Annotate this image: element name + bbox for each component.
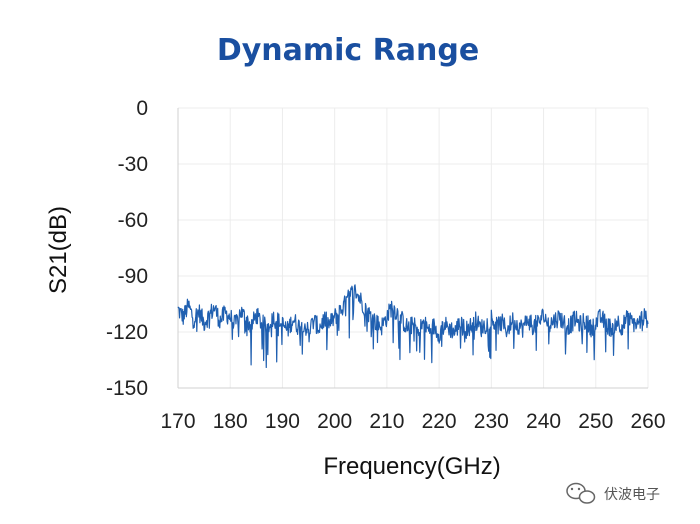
axes: [177, 108, 648, 389]
x-tick-label: 260: [630, 410, 665, 433]
tick-labels: 170 180 190 200 210 220 230 240 250 260 0 -30 -60 -90…: [106, 97, 666, 433]
x-tick-label: 210: [369, 410, 404, 433]
y-axis-label: S21(dB): [45, 206, 72, 294]
x-tick-label: 200: [317, 410, 352, 433]
x-tick-label: 190: [265, 410, 300, 433]
series-layer: [177, 284, 649, 369]
y-tick-label: -150: [106, 377, 148, 400]
y-tick-label: 0: [136, 97, 148, 120]
x-tick-label: 170: [160, 410, 195, 433]
s21-trace: [177, 284, 649, 369]
y-tick-label: -60: [118, 209, 148, 232]
wechat-icon: [566, 482, 596, 504]
x-tick-label: 240: [526, 410, 561, 433]
x-axis-label: Frequency(GHz): [323, 453, 500, 480]
y-tick-label: -30: [118, 153, 148, 176]
x-tick-label: 180: [213, 410, 248, 433]
x-tick-label: 230: [474, 410, 509, 433]
x-tick-label: 220: [422, 410, 457, 433]
y-tick-label: -90: [118, 265, 148, 288]
x-tick-label: 250: [578, 410, 613, 433]
chart-title: Dynamic Range: [217, 33, 479, 68]
y-tick-label: -120: [106, 321, 148, 344]
watermark: 伏波电子: [566, 482, 660, 504]
watermark-text: 伏波电子: [604, 487, 660, 503]
grid: [177, 107, 649, 389]
